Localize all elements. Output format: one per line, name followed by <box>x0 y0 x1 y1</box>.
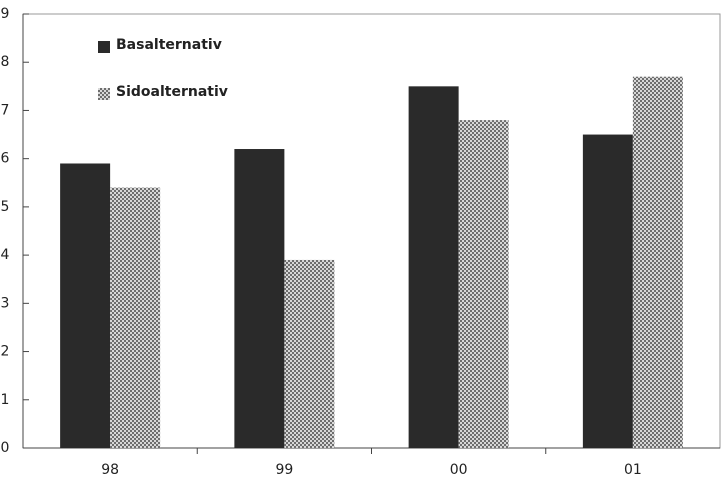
x-tick-label: 01 <box>624 462 642 478</box>
legend-label: Basalternativ <box>116 37 222 53</box>
x-tick-label: 98 <box>101 462 119 478</box>
y-tick-label: 3 <box>1 295 10 311</box>
y-tick-label: 9 <box>1 6 10 22</box>
bar <box>110 187 161 448</box>
y-tick-label: 6 <box>1 151 10 167</box>
y-tick-label: 0 <box>1 440 10 456</box>
legend-label: Sidoalternativ <box>116 84 228 100</box>
y-tick-label: 5 <box>1 199 10 215</box>
bar <box>284 259 335 448</box>
bar <box>408 86 459 448</box>
x-tick-label: 99 <box>275 462 293 478</box>
bar <box>632 76 683 448</box>
legend-swatch <box>98 88 110 100</box>
bar <box>458 120 509 448</box>
legend-swatch <box>98 41 110 53</box>
x-tick-label: 00 <box>450 462 468 478</box>
bar <box>234 149 285 448</box>
bar <box>582 134 633 449</box>
bar <box>60 163 111 448</box>
y-tick-label: 2 <box>1 344 10 360</box>
y-tick-label: 8 <box>1 54 10 70</box>
y-tick-label: 4 <box>1 247 10 263</box>
y-tick-label: 1 <box>1 392 10 408</box>
y-tick-label: 7 <box>1 102 10 118</box>
